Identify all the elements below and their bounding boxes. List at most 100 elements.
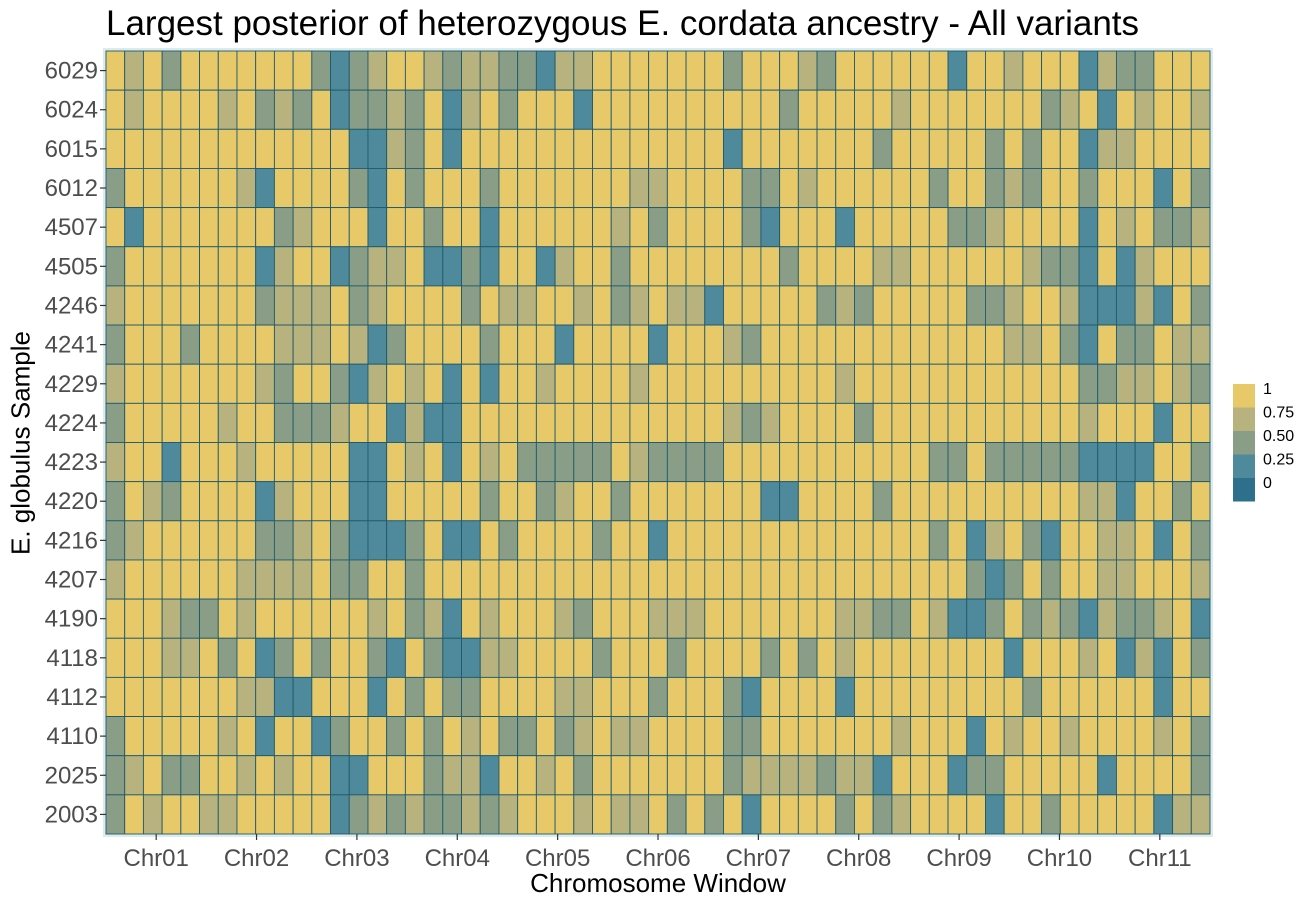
heatmap-cell bbox=[405, 482, 424, 521]
heatmap-cell bbox=[387, 599, 406, 638]
heatmap-cell bbox=[1116, 403, 1135, 442]
heatmap-cell bbox=[274, 168, 293, 207]
heatmap-cell bbox=[518, 168, 537, 207]
heatmap-cell bbox=[892, 403, 911, 442]
heatmap-cell bbox=[611, 638, 630, 677]
heatmap-cell bbox=[742, 90, 761, 129]
heatmap-cell bbox=[1173, 325, 1192, 364]
heatmap-cell bbox=[162, 129, 181, 168]
heatmap-cell bbox=[892, 717, 911, 756]
heatmap-cell bbox=[985, 638, 1004, 677]
heatmap-cell bbox=[929, 677, 948, 716]
heatmap-cell bbox=[630, 560, 649, 599]
heatmap-cell bbox=[1060, 90, 1079, 129]
heatmap-cell bbox=[555, 247, 574, 286]
heatmap-cell bbox=[1191, 756, 1210, 795]
heatmap-cell bbox=[443, 795, 462, 834]
heatmap-cell bbox=[667, 443, 686, 482]
heatmap-cell bbox=[462, 247, 481, 286]
heatmap-cell bbox=[368, 482, 387, 521]
heatmap-cell bbox=[1173, 677, 1192, 716]
legend-swatch bbox=[1233, 384, 1255, 408]
heatmap-cell bbox=[1154, 286, 1173, 325]
heatmap-cell bbox=[536, 168, 555, 207]
heatmap-cell bbox=[611, 208, 630, 247]
heatmap-cell bbox=[798, 286, 817, 325]
heatmap-cell bbox=[929, 482, 948, 521]
heatmap-cell bbox=[1191, 208, 1210, 247]
heatmap-cell bbox=[237, 560, 256, 599]
heatmap-cell bbox=[611, 599, 630, 638]
heatmap-cell bbox=[349, 599, 368, 638]
heatmap-cell bbox=[1116, 599, 1135, 638]
heatmap-cell bbox=[723, 208, 742, 247]
heatmap-cell bbox=[1173, 482, 1192, 521]
heatmap-cell bbox=[967, 677, 986, 716]
heatmap-cell bbox=[518, 795, 537, 834]
heatmap-cell bbox=[1135, 51, 1154, 90]
heatmap-cell bbox=[499, 795, 518, 834]
heatmap-cell bbox=[518, 521, 537, 560]
heatmap-cell bbox=[667, 560, 686, 599]
heatmap-cell bbox=[836, 599, 855, 638]
heatmap-cell bbox=[873, 443, 892, 482]
heatmap-cell bbox=[1060, 482, 1079, 521]
heatmap-cell bbox=[143, 51, 162, 90]
heatmap-cell bbox=[1154, 364, 1173, 403]
heatmap-cell bbox=[1023, 208, 1042, 247]
heatmap-cell bbox=[649, 599, 668, 638]
heatmap-cell bbox=[1042, 717, 1061, 756]
heatmap-cell bbox=[405, 638, 424, 677]
heatmap-cell bbox=[873, 247, 892, 286]
heatmap-cell bbox=[1079, 168, 1098, 207]
heatmap-cell bbox=[1079, 129, 1098, 168]
heatmap-cell bbox=[948, 756, 967, 795]
heatmap-cell bbox=[106, 677, 125, 716]
heatmap-cell bbox=[1004, 521, 1023, 560]
heatmap-cell bbox=[218, 364, 237, 403]
heatmap-cell bbox=[443, 717, 462, 756]
heatmap-cell bbox=[162, 795, 181, 834]
heatmap-cell bbox=[929, 325, 948, 364]
heatmap-cell bbox=[405, 325, 424, 364]
heatmap-cell bbox=[836, 521, 855, 560]
y-tick-label: 4190 bbox=[45, 606, 98, 633]
heatmap-cell bbox=[331, 756, 350, 795]
heatmap-cell bbox=[237, 90, 256, 129]
heatmap-cell bbox=[1191, 168, 1210, 207]
heatmap-cell bbox=[368, 599, 387, 638]
heatmap-cell bbox=[686, 129, 705, 168]
heatmap-cell bbox=[143, 756, 162, 795]
heatmap-cell bbox=[1079, 90, 1098, 129]
heatmap-cell bbox=[480, 90, 499, 129]
heatmap-cell bbox=[256, 677, 275, 716]
heatmap-cell bbox=[518, 599, 537, 638]
heatmap-cell bbox=[574, 599, 593, 638]
heatmap-cell bbox=[611, 51, 630, 90]
heatmap-cell bbox=[948, 129, 967, 168]
heatmap-cell bbox=[686, 208, 705, 247]
heatmap-cell bbox=[312, 756, 331, 795]
heatmap-cell bbox=[162, 208, 181, 247]
heatmap-cell bbox=[536, 677, 555, 716]
heatmap-cell bbox=[387, 795, 406, 834]
heatmap-cell bbox=[1154, 51, 1173, 90]
heatmap-cell bbox=[649, 208, 668, 247]
heatmap-cell bbox=[630, 364, 649, 403]
heatmap-cell bbox=[836, 717, 855, 756]
heatmap-cell bbox=[162, 247, 181, 286]
heatmap-cell bbox=[218, 90, 237, 129]
heatmap-cell bbox=[611, 756, 630, 795]
heatmap-cell bbox=[1079, 638, 1098, 677]
heatmap-cell bbox=[705, 286, 724, 325]
heatmap-cell bbox=[761, 129, 780, 168]
heatmap-cell bbox=[293, 795, 312, 834]
heatmap-cell bbox=[1042, 286, 1061, 325]
heatmap-cell bbox=[723, 90, 742, 129]
heatmap-cell bbox=[405, 247, 424, 286]
heatmap-cell bbox=[555, 560, 574, 599]
y-tick-label: 6012 bbox=[45, 175, 98, 202]
heatmap-cell bbox=[256, 795, 275, 834]
heatmap-cell bbox=[1098, 717, 1117, 756]
heatmap-cell bbox=[331, 521, 350, 560]
